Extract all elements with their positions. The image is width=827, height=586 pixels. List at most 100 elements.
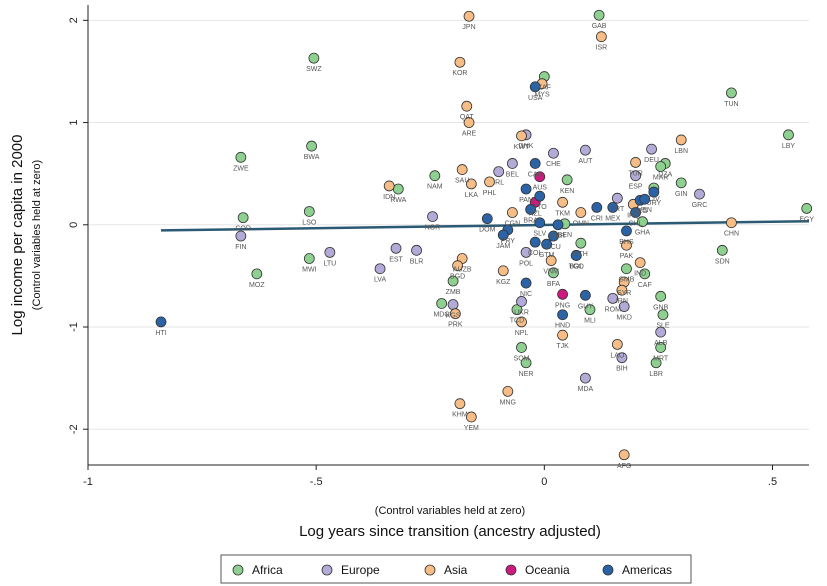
x-tick-label: -.5 xyxy=(310,476,323,488)
point-label: BIH xyxy=(616,366,628,373)
point-label: ZWE xyxy=(233,165,249,172)
data-point xyxy=(570,250,582,261)
data-point xyxy=(497,229,509,241)
data-point xyxy=(506,158,518,169)
point-label: IRN xyxy=(616,298,628,305)
data-point xyxy=(308,52,320,64)
legend-marker xyxy=(424,564,436,576)
data-point xyxy=(591,201,603,213)
data-point xyxy=(621,225,632,237)
point-label: SDN xyxy=(715,258,730,265)
plot-area xyxy=(88,5,809,465)
y-tick-label: -1 xyxy=(68,322,80,332)
data-point xyxy=(579,372,591,384)
point-label: PAN xyxy=(519,197,533,204)
data-point xyxy=(655,342,667,353)
data-point xyxy=(621,263,632,275)
point-label: LBR xyxy=(649,371,663,378)
data-point xyxy=(726,217,737,229)
point-label: ETH xyxy=(574,251,588,258)
point-label: TKM xyxy=(555,210,570,217)
x-tick-label: .5 xyxy=(768,476,777,488)
point-label: CRI xyxy=(591,215,603,222)
point-label: BEN xyxy=(558,232,572,239)
data-point xyxy=(611,192,623,204)
data-point xyxy=(611,338,623,350)
point-label: BOL xyxy=(569,263,583,270)
x-axis-note: (Control variables held at zero) xyxy=(375,505,525,517)
point-label: UKR xyxy=(514,309,529,316)
data-point xyxy=(520,277,532,289)
point-label: TUN xyxy=(724,101,738,108)
data-point xyxy=(303,206,315,217)
point-label: TGO xyxy=(569,263,585,270)
legend-label: Africa xyxy=(252,563,283,577)
point-label: CHN xyxy=(724,231,739,238)
data-point xyxy=(557,309,568,321)
point-label: SWZ xyxy=(306,66,322,73)
point-label: NER xyxy=(519,371,534,378)
point-label: ECU xyxy=(546,244,561,251)
point-label: LBN xyxy=(674,148,688,155)
data-point xyxy=(634,257,646,269)
point-label: USA xyxy=(528,95,543,102)
point-label: NOR xyxy=(425,225,441,232)
point-label: NAM xyxy=(427,184,443,191)
point-label: DOM xyxy=(479,227,496,234)
data-point xyxy=(516,342,527,353)
legend-label: Oceania xyxy=(525,563,570,577)
data-point xyxy=(541,238,553,250)
data-point xyxy=(579,144,591,156)
data-point xyxy=(493,166,505,178)
point-label: MKD xyxy=(616,315,632,322)
data-point xyxy=(516,130,527,142)
data-point xyxy=(607,292,619,304)
point-label: NPL xyxy=(515,330,529,337)
point-label: PRT xyxy=(610,206,625,213)
point-label: KHM xyxy=(452,412,468,419)
data-point xyxy=(646,143,657,155)
point-label: PNG xyxy=(555,302,570,309)
point-label: BHS xyxy=(619,239,634,246)
point-label: IRL xyxy=(493,180,504,187)
data-point xyxy=(436,298,448,309)
x-axis-title: Log years since transition (ancestry adj… xyxy=(299,523,601,540)
data-point xyxy=(630,170,641,182)
legend-label: Americas xyxy=(622,563,672,577)
data-point xyxy=(155,316,167,328)
data-point xyxy=(516,316,527,328)
legend-marker xyxy=(505,564,517,576)
data-point xyxy=(520,357,532,369)
data-point xyxy=(637,216,648,228)
point-label: AUT xyxy=(578,158,593,165)
data-point xyxy=(575,237,587,249)
point-label: PHL xyxy=(483,190,497,197)
point-label: NIC xyxy=(520,291,532,298)
point-label: CHE xyxy=(546,161,561,168)
point-label: SLV xyxy=(533,231,546,238)
point-label: DNK xyxy=(519,143,534,150)
data-point xyxy=(616,352,628,364)
point-label: GIN xyxy=(675,191,687,198)
data-point xyxy=(237,212,249,224)
point-label: SOM xyxy=(514,355,530,362)
data-point xyxy=(593,9,605,21)
point-label: ARG xyxy=(633,208,648,215)
point-label: OMN xyxy=(573,221,589,228)
point-label: MNG xyxy=(500,399,516,406)
point-label: SAU xyxy=(455,178,469,185)
data-point xyxy=(655,290,667,302)
point-label: VNM xyxy=(543,269,559,276)
data-point xyxy=(616,284,628,296)
point-label: JPN xyxy=(462,24,475,31)
data-point xyxy=(497,265,509,277)
point-label: CGN xyxy=(505,221,521,228)
data-point xyxy=(548,267,559,279)
point-labels: SWZ BWA ZWE NAM RWA LSO COD MWI MOZ MDG ZMB GAB ZAF T… xyxy=(155,23,814,470)
data-point xyxy=(481,213,493,225)
data-point xyxy=(595,31,607,43)
data-point xyxy=(655,326,667,338)
point-label: BWA xyxy=(304,154,320,161)
data-point xyxy=(306,140,318,152)
data-points xyxy=(155,9,813,461)
